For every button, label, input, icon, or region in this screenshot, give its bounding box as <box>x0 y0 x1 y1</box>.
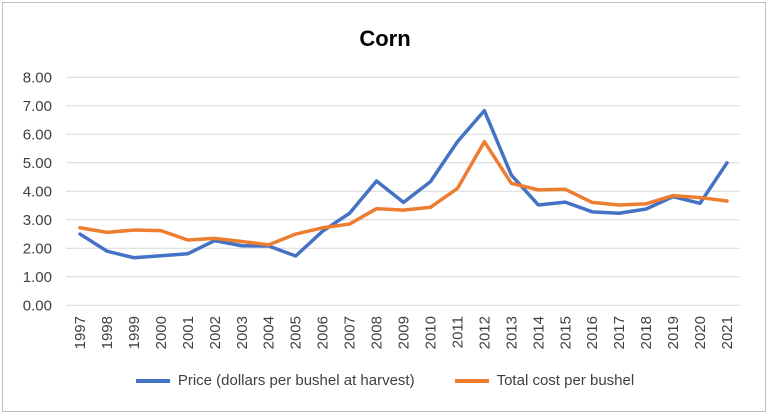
x-tick-label: 2006 <box>315 316 332 349</box>
x-tick-label: 2008 <box>369 316 386 349</box>
x-tick-label: 2020 <box>692 316 709 349</box>
x-tick-label: 2012 <box>476 316 493 349</box>
x-tick-label: 2007 <box>342 316 359 349</box>
x-tick-label: 2000 <box>153 316 170 349</box>
x-tick-label: 2018 <box>638 316 655 349</box>
x-tick-label: 2004 <box>261 316 278 349</box>
chart-title: Corn <box>359 26 411 51</box>
legend-item-price: Price (dollars per bushel at harvest) <box>135 372 415 389</box>
legend-label-price: Price (dollars per bushel at harvest) <box>177 372 415 389</box>
x-tick-label: 2003 <box>234 316 251 349</box>
x-tick-label: 1999 <box>126 316 143 349</box>
legend-swatch-cost <box>454 378 489 383</box>
x-tick-label: 1997 <box>72 316 89 349</box>
x-tick-label: 2017 <box>611 316 628 349</box>
legend: Price (dollars per bushel at harvest) To… <box>0 372 770 389</box>
x-tick-label: 2009 <box>396 316 413 349</box>
y-tick-label: 3.00 <box>23 212 52 229</box>
y-tick-label: 8.00 <box>23 69 52 86</box>
x-tick-label: 2021 <box>719 316 736 349</box>
x-tick-label: 1998 <box>99 316 116 349</box>
x-tick-label: 2019 <box>665 316 682 349</box>
series-line-price <box>78 108 729 260</box>
legend-swatch-price <box>135 378 170 383</box>
y-tick-label: 7.00 <box>23 98 52 115</box>
x-tick-label: 2005 <box>288 316 305 349</box>
chart-frame <box>2 2 766 412</box>
y-tick-label: 5.00 <box>23 155 52 172</box>
x-tick-label: 2011 <box>449 316 466 348</box>
y-tick-label: 0.00 <box>23 297 52 314</box>
legend-item-cost: Total cost per bushel <box>454 372 635 389</box>
x-tick-label: 2015 <box>557 316 574 349</box>
x-tick-label: 2014 <box>530 316 547 349</box>
legend-label-cost: Total cost per bushel <box>496 372 635 389</box>
series-line-cost <box>78 139 729 247</box>
y-tick-label: 2.00 <box>23 240 52 257</box>
y-tick-label: 6.00 <box>23 126 52 143</box>
x-tick-label: 2010 <box>422 316 439 349</box>
x-tick-label: 2016 <box>584 316 601 349</box>
x-tick-label: 2002 <box>207 316 224 349</box>
x-tick-label: 2013 <box>503 316 520 349</box>
y-tick-label: 1.00 <box>23 269 52 286</box>
x-tick-label: 2001 <box>180 316 197 349</box>
y-tick-label: 4.00 <box>23 183 52 200</box>
